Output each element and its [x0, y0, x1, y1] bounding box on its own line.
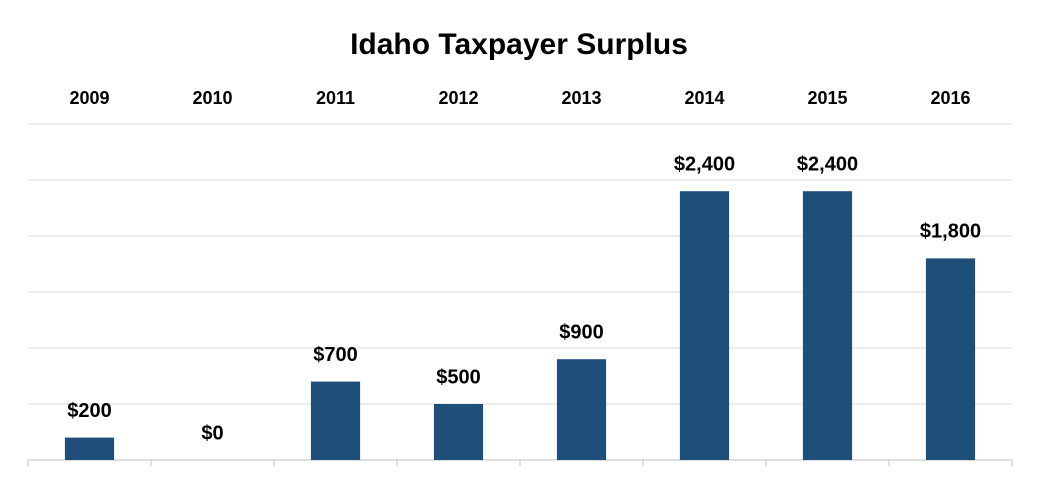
- value-label: $200: [67, 400, 112, 422]
- chart-title: Idaho Taxpayer Surplus: [350, 28, 688, 61]
- bar: [556, 359, 607, 460]
- x-tick-label: 2011: [316, 88, 355, 108]
- value-label: $2,400: [797, 153, 858, 175]
- x-tick-label: 2010: [192, 88, 232, 108]
- bar: [925, 258, 976, 460]
- x-tick-label: 2012: [438, 88, 478, 108]
- value-label: $700: [313, 344, 358, 366]
- bar: [802, 191, 853, 460]
- bar: [433, 404, 484, 460]
- x-tick-label: 2009: [69, 88, 109, 108]
- bar: [64, 437, 115, 460]
- x-tick-label: 2014: [684, 88, 724, 108]
- x-tick-label: 2016: [930, 88, 970, 108]
- x-tick-label: 2013: [561, 88, 601, 108]
- value-label: $2,400: [674, 153, 735, 175]
- bar: [310, 381, 361, 460]
- bar: [679, 191, 730, 460]
- value-label: $500: [436, 366, 481, 388]
- value-label: $1,800: [920, 221, 981, 243]
- value-label: $900: [559, 321, 604, 343]
- value-label: $0: [201, 422, 223, 444]
- x-tick-label: 2015: [807, 88, 847, 108]
